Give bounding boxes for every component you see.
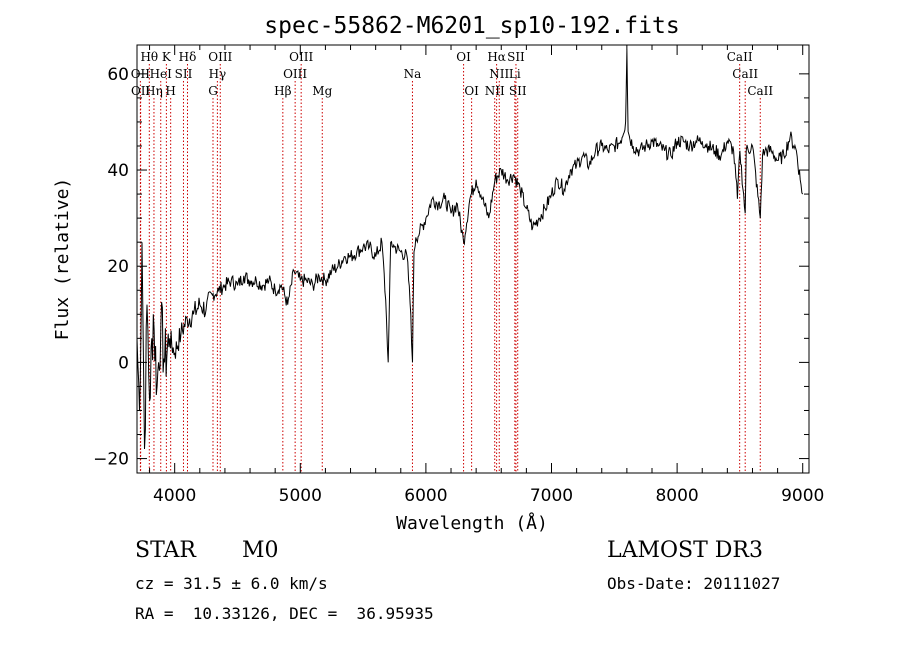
x-tick-label: 9000 xyxy=(781,486,824,506)
line-label: Na xyxy=(404,67,422,81)
line-label: NII xyxy=(485,84,505,98)
emission-line-markers xyxy=(139,64,761,473)
line-label: Hγ xyxy=(209,67,227,81)
x-tick-label: 6000 xyxy=(404,486,447,506)
y-tick-label: 60 xyxy=(107,65,129,85)
survey-name: LAMOST DR3 xyxy=(607,538,763,563)
chart-title: spec-55862-M6201_sp10-192.fits xyxy=(264,13,679,39)
line-label: CaII xyxy=(747,84,773,98)
line-label: SII xyxy=(507,50,525,64)
line-label: Mg xyxy=(312,84,332,98)
line-label: K xyxy=(162,50,172,64)
line-label: NII xyxy=(489,67,509,81)
y-axis-ticks: −20 0 20 40 60 xyxy=(93,65,809,470)
line-label: Hθ xyxy=(140,50,158,64)
line-label: Hδ xyxy=(179,50,197,64)
x-tick-label: 5000 xyxy=(279,486,322,506)
line-label: CaII xyxy=(727,50,753,64)
line-label: Hη xyxy=(145,84,163,98)
y-tick-label: −20 xyxy=(93,450,129,470)
observation-date: Obs-Date: 20111027 xyxy=(607,574,781,593)
line-label: OII xyxy=(131,84,151,98)
line-label: OIII xyxy=(289,50,313,64)
line-label: SII xyxy=(175,67,193,81)
x-tick-label: 7000 xyxy=(530,486,573,506)
line-label: OI xyxy=(464,84,479,98)
redshift-value: cz = 31.5 ± 6.0 km/s xyxy=(135,574,328,593)
object-subclass: M0 xyxy=(242,538,279,563)
coordinates: RA = 10.33126, DEC = 36.95935 xyxy=(135,604,434,623)
x-tick-label: 4000 xyxy=(153,486,196,506)
object-class: STAR xyxy=(135,538,196,563)
x-axis-ticks: 4000 5000 6000 7000 8000 9000 xyxy=(149,45,824,506)
y-tick-label: 40 xyxy=(107,161,129,181)
line-label: OIII xyxy=(283,67,307,81)
plot-frame xyxy=(136,44,810,474)
line-label: HeI xyxy=(150,67,173,81)
y-axis-label: Flux (relative) xyxy=(52,178,73,341)
spectrum-line xyxy=(136,49,804,450)
y-tick-label: 0 xyxy=(118,353,129,373)
line-label: Hα xyxy=(487,50,506,64)
line-label: Li xyxy=(509,67,521,81)
line-label: SII xyxy=(509,84,527,98)
line-label: CaII xyxy=(732,67,758,81)
y-tick-label: 20 xyxy=(107,257,129,277)
line-label: H xyxy=(165,84,175,98)
x-tick-label: 8000 xyxy=(655,486,698,506)
line-label: Hβ xyxy=(274,84,291,98)
line-label: OI xyxy=(456,50,471,64)
x-axis-label: Wavelength (Å) xyxy=(396,512,548,534)
line-label: G xyxy=(208,84,218,98)
line-label: OIII xyxy=(208,50,232,64)
